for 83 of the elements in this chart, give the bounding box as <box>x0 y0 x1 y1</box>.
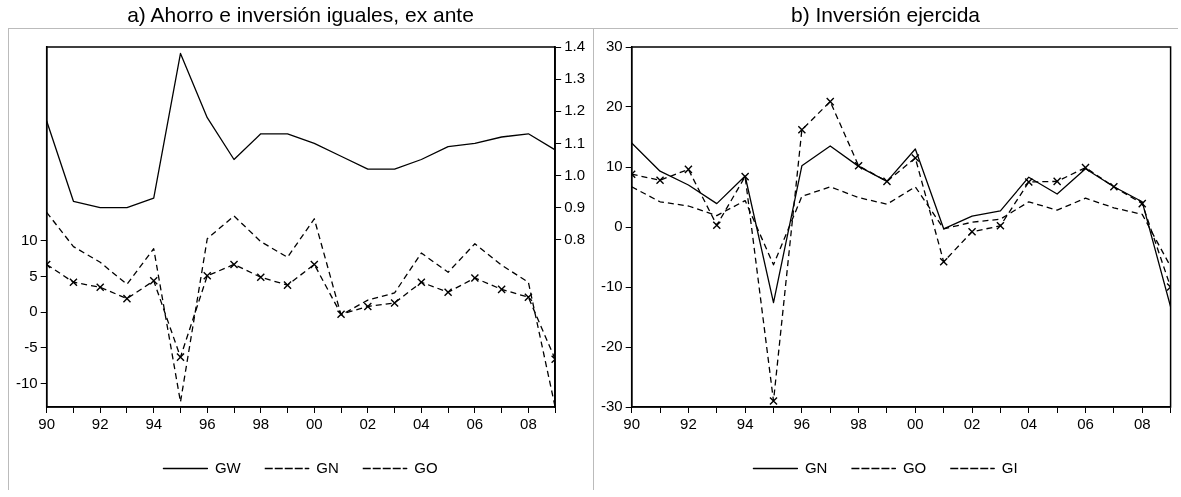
x-tick-label: 04 <box>413 415 430 433</box>
legend-label: GO <box>902 458 927 476</box>
point <box>336 310 346 319</box>
y-tick-label: 10 <box>605 157 623 175</box>
point <box>797 125 807 135</box>
point <box>740 172 750 181</box>
x-tick-label: 00 <box>906 415 924 433</box>
chart-title: b) Inversión ejercida <box>789 2 982 28</box>
x-tick-label: 92 <box>91 415 109 433</box>
x-tick-label: 92 <box>680 415 697 433</box>
point <box>655 175 665 185</box>
point <box>1081 163 1090 172</box>
legend-label: GI <box>1001 458 1018 476</box>
point <box>825 97 835 106</box>
x-tick-label: 08 <box>520 415 537 433</box>
point <box>390 298 399 308</box>
y-tick-label: 30 <box>605 37 623 55</box>
point <box>1024 177 1034 187</box>
point <box>95 283 105 292</box>
x-tick-label: 98 <box>850 415 867 433</box>
y2-tick-label: 0.9 <box>564 197 586 215</box>
y2-tick-label: 0.8 <box>564 230 586 247</box>
point <box>854 161 863 171</box>
x-tick-label: 94 <box>736 415 754 433</box>
y-tick-label: 0 <box>29 302 38 320</box>
point <box>996 221 1005 231</box>
point <box>417 278 426 287</box>
y-tick-label: 20 <box>605 97 623 115</box>
x-tick-label: 02 <box>359 415 377 433</box>
point <box>712 220 722 230</box>
x-tick-label: 90 <box>38 415 56 433</box>
point <box>229 260 239 269</box>
x-tick-label: 94 <box>145 415 163 433</box>
point <box>911 153 920 163</box>
point <box>470 273 480 283</box>
y2-tick-label: 1.1 <box>564 133 586 151</box>
point <box>1138 199 1147 208</box>
y-tick-label: 10 <box>20 231 38 249</box>
y-tick-label: -5 <box>24 337 38 355</box>
point <box>967 227 977 237</box>
x-tick-label: 04 <box>1020 415 1038 433</box>
point <box>882 177 892 186</box>
y-tick-label: -30 <box>600 397 623 415</box>
point <box>1052 177 1062 186</box>
legend-label: GN <box>804 458 828 476</box>
point <box>769 396 778 406</box>
point <box>149 276 158 286</box>
legend-label: GO <box>414 458 438 476</box>
point <box>497 285 506 294</box>
point <box>310 260 319 269</box>
y-tick-label: 5 <box>29 266 38 284</box>
point <box>363 302 373 311</box>
y-tick-label: -10 <box>600 277 623 295</box>
point <box>69 278 78 287</box>
x-tick-label: 06 <box>466 415 484 433</box>
x-tick-label: 06 <box>1077 415 1094 433</box>
legend-label: GN <box>316 458 339 476</box>
point <box>1109 182 1119 192</box>
y-tick-label: -20 <box>600 337 623 355</box>
legend-label: GW <box>214 458 242 476</box>
y2-tick-label: 1.0 <box>564 165 586 183</box>
x-tick-label: 08 <box>1133 415 1151 433</box>
x-tick-label: 96 <box>198 415 216 433</box>
point <box>122 294 132 303</box>
chart-title: a) Ahorro e inversión iguales, ex ante <box>126 2 475 28</box>
point <box>283 280 292 290</box>
point <box>176 352 185 362</box>
x-tick-label: 90 <box>623 415 641 433</box>
point <box>256 273 266 282</box>
point <box>203 271 212 281</box>
point <box>524 292 533 302</box>
y2-tick-label: 1.2 <box>564 101 586 119</box>
x-tick-label: 98 <box>252 415 270 433</box>
y-tick-label: -10 <box>15 373 38 391</box>
y2-tick-label: 1.4 <box>564 37 586 55</box>
point <box>684 165 693 174</box>
x-tick-label: 96 <box>793 415 811 433</box>
x-tick-label: 00 <box>305 415 323 433</box>
x-tick-label: 02 <box>963 415 981 433</box>
point <box>939 257 948 267</box>
point <box>443 287 453 297</box>
y-tick-label: 0 <box>614 217 623 235</box>
y2-tick-label: 1.3 <box>564 69 586 87</box>
